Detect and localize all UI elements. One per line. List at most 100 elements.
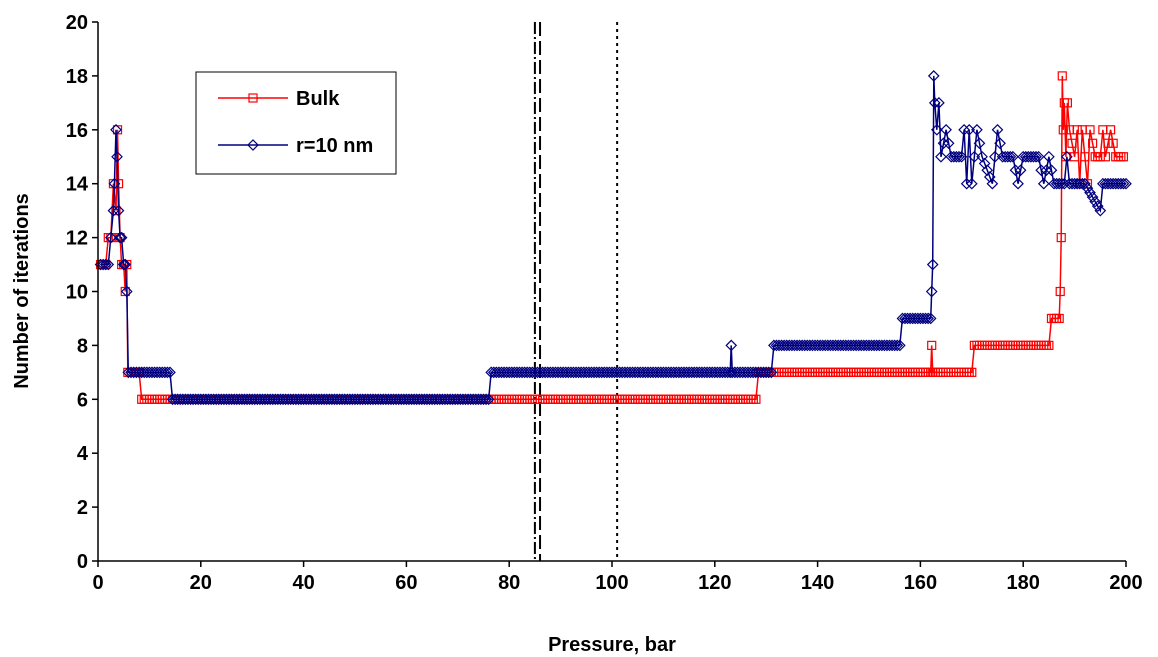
diamond-marker — [413, 393, 426, 406]
diamond-marker — [1050, 177, 1063, 190]
diamond-marker — [441, 393, 454, 406]
diamond-marker — [302, 393, 315, 406]
diamond-marker — [1099, 177, 1112, 190]
diamond-marker — [577, 366, 590, 379]
diamond-marker — [110, 123, 122, 136]
diamond-marker — [824, 339, 837, 352]
diamond-marker — [891, 339, 904, 352]
diamond-marker — [1081, 182, 1094, 195]
square-marker — [1085, 125, 1095, 135]
diamond-marker — [557, 366, 570, 379]
diamond-marker — [122, 366, 135, 379]
diamond-marker — [636, 366, 649, 379]
diamond-marker — [436, 393, 449, 406]
diamond-marker — [570, 366, 582, 379]
diamond-marker — [176, 393, 189, 406]
series-layer — [94, 70, 1132, 406]
square-marker — [1067, 138, 1077, 148]
square-marker — [1080, 152, 1090, 162]
diamond-marker — [205, 393, 217, 406]
x-tick-label: 20 — [190, 572, 212, 594]
diamond-marker — [616, 366, 629, 379]
diamond-marker — [996, 150, 1009, 163]
diamond-marker — [482, 393, 495, 406]
diamond-marker — [1091, 200, 1104, 213]
diamond-marker — [1107, 177, 1119, 190]
square-marker — [751, 394, 761, 404]
diamond-marker — [999, 150, 1012, 163]
diamond-marker — [197, 393, 210, 406]
diamond-marker — [829, 339, 842, 352]
diamond-marker — [780, 339, 793, 352]
diamond-marker — [945, 150, 958, 163]
diamond-marker — [1001, 150, 1014, 163]
diamond-marker — [590, 366, 603, 379]
diamond-marker — [1102, 177, 1114, 190]
diamond-marker — [904, 312, 916, 325]
diamond-marker — [968, 150, 981, 163]
y-axis-title: Number of iterations — [11, 193, 33, 389]
diamond-marker — [156, 366, 169, 379]
y-tick-label: 6 — [77, 389, 88, 411]
diamond-marker — [642, 366, 654, 379]
diamond-marker — [865, 339, 878, 352]
diamond-marker — [850, 339, 862, 352]
diamond-marker — [1079, 177, 1091, 190]
diamond-marker — [572, 366, 585, 379]
diamond-marker — [423, 393, 436, 406]
square-marker — [1064, 125, 1075, 135]
diamond-marker — [480, 393, 492, 406]
x-tick-label: 80 — [498, 572, 520, 594]
diamond-marker — [958, 123, 970, 136]
diamond-marker — [410, 393, 423, 406]
diamond-marker — [603, 366, 616, 379]
diamond-marker — [295, 393, 307, 406]
diamond-marker — [1037, 177, 1050, 190]
diamond-marker — [549, 366, 562, 379]
diamond-marker — [1097, 177, 1109, 190]
diamond-marker — [119, 258, 132, 271]
diamond-marker — [241, 393, 253, 406]
diamond-marker — [462, 393, 474, 406]
diamond-marker — [182, 393, 194, 406]
diamond-marker — [567, 366, 580, 379]
diamond-marker — [811, 339, 824, 352]
diamond-marker — [1004, 150, 1017, 163]
diamond-marker — [971, 123, 983, 136]
diamond-marker — [644, 366, 657, 379]
diamond-marker — [994, 137, 1006, 150]
legend-box — [195, 71, 397, 175]
diamond-marker — [914, 312, 927, 325]
diamond-marker — [400, 393, 413, 406]
diamond-marker — [657, 366, 670, 379]
diamond-marker — [917, 312, 929, 325]
square-marker — [1054, 313, 1064, 324]
diamond-marker — [626, 366, 639, 379]
diamond-marker — [513, 366, 526, 379]
diamond-marker — [143, 366, 156, 379]
diamond-marker — [1063, 177, 1076, 190]
diamond-marker — [444, 393, 456, 406]
diamond-marker — [269, 393, 282, 406]
diamond-marker — [544, 366, 557, 379]
diamond-marker — [893, 339, 906, 352]
diamond-marker — [403, 393, 415, 406]
diamond-marker — [225, 393, 238, 406]
diamond-marker — [115, 231, 128, 244]
diamond-marker — [798, 339, 811, 352]
diamond-marker — [230, 393, 243, 406]
diamond-marker — [953, 150, 965, 163]
diamond-marker — [906, 312, 919, 325]
x-tick-label: 160 — [904, 572, 937, 594]
diamond-marker — [731, 366, 744, 379]
diamond-marker — [274, 393, 287, 406]
diamond-marker — [606, 366, 618, 379]
square-marker — [1072, 125, 1082, 135]
diamond-marker — [300, 393, 313, 406]
diamond-marker — [937, 137, 950, 150]
diamond-marker — [660, 366, 672, 379]
diamond-marker — [989, 150, 1001, 163]
diamond-marker — [1086, 191, 1099, 204]
diamond-marker — [108, 177, 121, 190]
diamond-marker — [1066, 177, 1078, 190]
